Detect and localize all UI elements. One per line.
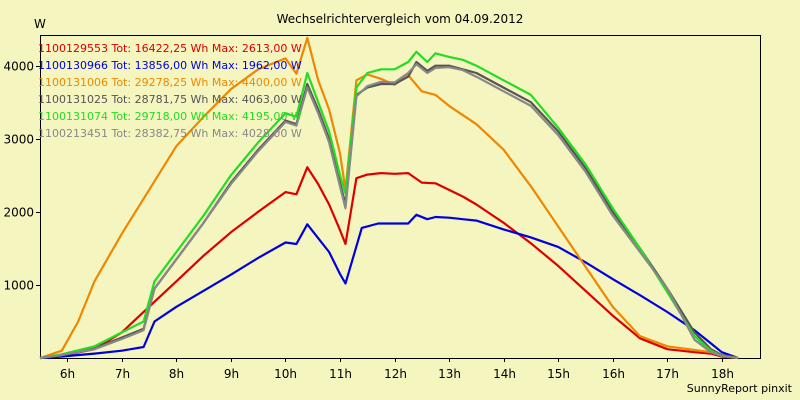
x-tick-label: 8h <box>169 367 184 381</box>
legend-entry-1100131025: 1100131025 Tot: 28781,75 Wh Max: 4063,00… <box>38 93 302 106</box>
x-tick-label: 13h <box>438 367 461 381</box>
footer-credit: SunnyReport pinxit <box>687 382 793 395</box>
series-line-1100130966 <box>39 213 739 360</box>
legend-entry-1100129553: 1100129553 Tot: 16422,25 Wh Max: 2613,00… <box>38 42 302 55</box>
legend-entry-1100131006: 1100131006 Tot: 29278,25 Wh Max: 4400,00… <box>38 76 302 89</box>
x-tick-label: 18h <box>711 367 734 381</box>
x-tick-label: 9h <box>224 367 239 381</box>
x-tick-label: 11h <box>329 367 352 381</box>
series-line-1100213451 <box>39 63 739 360</box>
series-line-1100131074 <box>39 50 739 360</box>
series-line-1100129553 <box>39 166 739 360</box>
chart-title: Wechselrichtervergleich vom 04.09.2012 <box>277 12 524 26</box>
y-tick-label: 4000 <box>3 60 34 74</box>
x-tick-label: 17h <box>656 367 679 381</box>
x-tick-label: 12h <box>384 367 407 381</box>
legend: 1100129553 Tot: 16422,25 Wh Max: 2613,00… <box>38 42 302 140</box>
y-axis-unit-label: W <box>34 17 46 31</box>
x-axis: 6h 7h 8h 9h 10h 11h 12h 13h 14h 15h 16h 17h 18h <box>60 358 734 381</box>
legend-entry-1100130966: 1100130966 Tot: 13856,00 Wh Max: 1962,00… <box>38 59 302 72</box>
x-tick-label: 14h <box>493 367 516 381</box>
y-tick-label: 3000 <box>3 133 34 147</box>
legend-entry-1100131074: 1100131074 Tot: 29718,00 Wh Max: 4195,00… <box>38 110 302 123</box>
y-axis: 1000 2000 3000 4000 <box>3 60 40 293</box>
x-tick-label: 16h <box>602 367 625 381</box>
x-tick-label: 15h <box>547 367 570 381</box>
x-tick-label: 10h <box>274 367 297 381</box>
y-tick-label: 2000 <box>3 206 34 220</box>
x-tick-label: 6h <box>60 367 75 381</box>
legend-entry-1100213451: 1100213451 Tot: 28382,75 Wh Max: 4028,00… <box>38 127 302 140</box>
y-tick-label: 1000 <box>3 279 34 293</box>
series-lines <box>39 36 739 360</box>
plot-area <box>40 35 761 359</box>
x-tick-label: 7h <box>115 367 130 381</box>
